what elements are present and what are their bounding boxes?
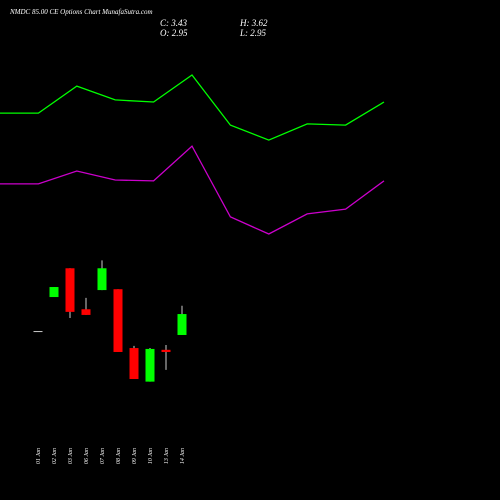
open-label: O: 2.95 xyxy=(160,28,188,38)
x-tick-label: 01 Jan xyxy=(36,448,42,464)
x-tick-label: 10 Jan xyxy=(148,448,154,464)
x-tick-label: 13 Jan xyxy=(164,448,170,464)
x-tick-label: 09 Jan xyxy=(132,448,138,464)
candle-body xyxy=(33,331,43,333)
x-tick-label: 07 Jan xyxy=(100,448,106,464)
low-label: L: 2.95 xyxy=(239,28,267,38)
candle-body xyxy=(177,314,187,335)
x-tick-label: 08 Jan xyxy=(116,448,122,464)
candle-body xyxy=(145,348,155,382)
candle-body xyxy=(97,268,107,291)
chart-title: NMDC 85.00 CE Options Chart MunafaSutra.… xyxy=(9,8,153,16)
close-label: C: 3.43 xyxy=(160,18,188,28)
candle-body xyxy=(129,348,139,380)
candle-body xyxy=(161,349,171,352)
indicator-line xyxy=(0,145,385,235)
candle-body xyxy=(81,309,91,315)
candle-body xyxy=(49,287,59,298)
candle-body xyxy=(65,268,75,312)
x-tick-label: 02 Jan xyxy=(52,448,58,464)
indicator-line xyxy=(0,74,385,141)
x-tick-label: 06 Jan xyxy=(84,448,90,464)
candle-body xyxy=(113,289,123,352)
high-label: H: 3.62 xyxy=(239,18,268,28)
x-tick-label: 14 Jan xyxy=(179,448,186,464)
x-tick-label: 03 Jan xyxy=(68,448,74,464)
